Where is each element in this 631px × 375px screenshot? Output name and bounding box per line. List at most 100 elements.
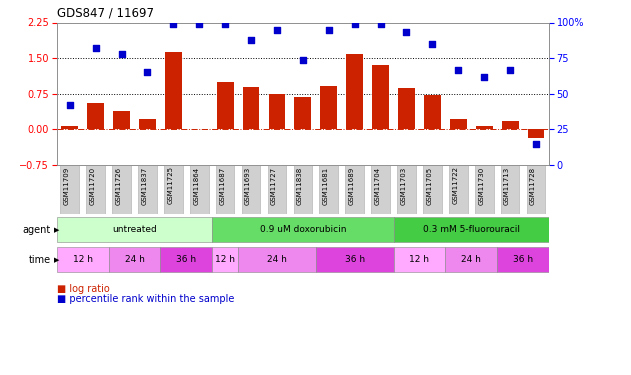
Point bbox=[427, 41, 437, 47]
Text: ■ percentile rank within the sample: ■ percentile rank within the sample bbox=[57, 294, 234, 304]
Text: GSM11681: GSM11681 bbox=[323, 166, 329, 205]
Text: GSM11722: GSM11722 bbox=[452, 166, 458, 204]
Bar bbox=[139, 119, 156, 129]
FancyBboxPatch shape bbox=[527, 165, 545, 214]
Point bbox=[117, 51, 127, 57]
Point bbox=[65, 102, 75, 108]
Bar bbox=[372, 65, 389, 129]
Text: 36 h: 36 h bbox=[176, 255, 196, 264]
Point bbox=[168, 21, 179, 27]
FancyBboxPatch shape bbox=[397, 165, 416, 214]
FancyBboxPatch shape bbox=[394, 217, 549, 242]
Text: GSM11726: GSM11726 bbox=[115, 166, 122, 205]
Bar bbox=[165, 53, 182, 129]
Text: GSM11838: GSM11838 bbox=[297, 166, 303, 205]
FancyBboxPatch shape bbox=[242, 165, 261, 214]
Text: 24 h: 24 h bbox=[124, 255, 144, 264]
FancyBboxPatch shape bbox=[445, 247, 497, 272]
Text: agent: agent bbox=[22, 225, 50, 235]
FancyBboxPatch shape bbox=[423, 165, 442, 214]
Bar bbox=[61, 126, 78, 129]
FancyBboxPatch shape bbox=[216, 165, 235, 214]
Text: GSM11720: GSM11720 bbox=[90, 166, 96, 205]
FancyBboxPatch shape bbox=[57, 247, 109, 272]
Text: 0.3 mM 5-fluorouracil: 0.3 mM 5-fluorouracil bbox=[423, 225, 520, 234]
Text: 24 h: 24 h bbox=[267, 255, 287, 264]
FancyBboxPatch shape bbox=[497, 247, 549, 272]
Point bbox=[505, 66, 515, 72]
Text: 12 h: 12 h bbox=[215, 255, 235, 264]
Text: GSM11687: GSM11687 bbox=[219, 166, 225, 205]
FancyBboxPatch shape bbox=[109, 247, 160, 272]
Bar bbox=[502, 121, 519, 129]
Point bbox=[479, 74, 489, 80]
Text: 0.9 uM doxorubicin: 0.9 uM doxorubicin bbox=[259, 225, 346, 234]
Text: untreated: untreated bbox=[112, 225, 157, 234]
Bar bbox=[346, 54, 363, 129]
FancyBboxPatch shape bbox=[475, 165, 493, 214]
Bar bbox=[243, 87, 259, 129]
Text: 36 h: 36 h bbox=[513, 255, 533, 264]
Bar bbox=[295, 97, 311, 129]
Text: GSM11709: GSM11709 bbox=[64, 166, 70, 205]
FancyBboxPatch shape bbox=[212, 247, 238, 272]
Point bbox=[272, 27, 282, 33]
Bar bbox=[450, 119, 467, 129]
Point bbox=[350, 21, 360, 27]
FancyBboxPatch shape bbox=[319, 165, 338, 214]
Text: ■ log ratio: ■ log ratio bbox=[57, 285, 110, 294]
FancyBboxPatch shape bbox=[61, 165, 79, 214]
Point bbox=[91, 45, 101, 51]
Point bbox=[453, 66, 463, 72]
Text: time: time bbox=[28, 255, 50, 265]
Text: GSM11730: GSM11730 bbox=[478, 166, 484, 205]
Bar bbox=[528, 129, 545, 138]
FancyBboxPatch shape bbox=[293, 165, 312, 214]
Text: 12 h: 12 h bbox=[73, 255, 93, 264]
FancyBboxPatch shape bbox=[57, 217, 212, 242]
Text: 36 h: 36 h bbox=[345, 255, 365, 264]
Bar bbox=[476, 126, 493, 129]
Text: ▶: ▶ bbox=[54, 257, 59, 263]
Text: GSM11727: GSM11727 bbox=[271, 166, 277, 205]
Point bbox=[194, 21, 204, 27]
Text: GDS847 / 11697: GDS847 / 11697 bbox=[57, 7, 154, 20]
Text: GSM11713: GSM11713 bbox=[504, 166, 510, 205]
Bar bbox=[424, 95, 441, 129]
FancyBboxPatch shape bbox=[371, 165, 390, 214]
Text: 12 h: 12 h bbox=[410, 255, 430, 264]
Point bbox=[375, 21, 386, 27]
Bar bbox=[269, 94, 285, 129]
FancyBboxPatch shape bbox=[164, 165, 183, 214]
FancyBboxPatch shape bbox=[345, 165, 364, 214]
Text: GSM11705: GSM11705 bbox=[427, 166, 432, 205]
FancyBboxPatch shape bbox=[316, 247, 394, 272]
Point bbox=[298, 57, 308, 63]
FancyBboxPatch shape bbox=[212, 217, 394, 242]
FancyBboxPatch shape bbox=[501, 165, 519, 214]
Bar bbox=[113, 111, 130, 129]
FancyBboxPatch shape bbox=[190, 165, 209, 214]
FancyBboxPatch shape bbox=[86, 165, 105, 214]
FancyBboxPatch shape bbox=[449, 165, 468, 214]
Text: 24 h: 24 h bbox=[461, 255, 481, 264]
FancyBboxPatch shape bbox=[394, 247, 445, 272]
Bar bbox=[321, 86, 337, 129]
Text: GSM11703: GSM11703 bbox=[401, 166, 406, 205]
FancyBboxPatch shape bbox=[238, 247, 316, 272]
Point bbox=[143, 69, 153, 75]
Point bbox=[531, 141, 541, 147]
Text: GSM11728: GSM11728 bbox=[530, 166, 536, 205]
Point bbox=[324, 27, 334, 33]
Text: ▶: ▶ bbox=[54, 226, 59, 232]
Text: GSM11837: GSM11837 bbox=[141, 166, 148, 205]
Text: GSM11693: GSM11693 bbox=[245, 166, 251, 205]
Point bbox=[401, 30, 411, 36]
FancyBboxPatch shape bbox=[112, 165, 131, 214]
Bar bbox=[87, 103, 104, 129]
Text: GSM11864: GSM11864 bbox=[193, 166, 199, 205]
Bar bbox=[217, 82, 233, 129]
Text: GSM11704: GSM11704 bbox=[375, 166, 380, 205]
FancyBboxPatch shape bbox=[138, 165, 156, 214]
Point bbox=[220, 21, 230, 27]
